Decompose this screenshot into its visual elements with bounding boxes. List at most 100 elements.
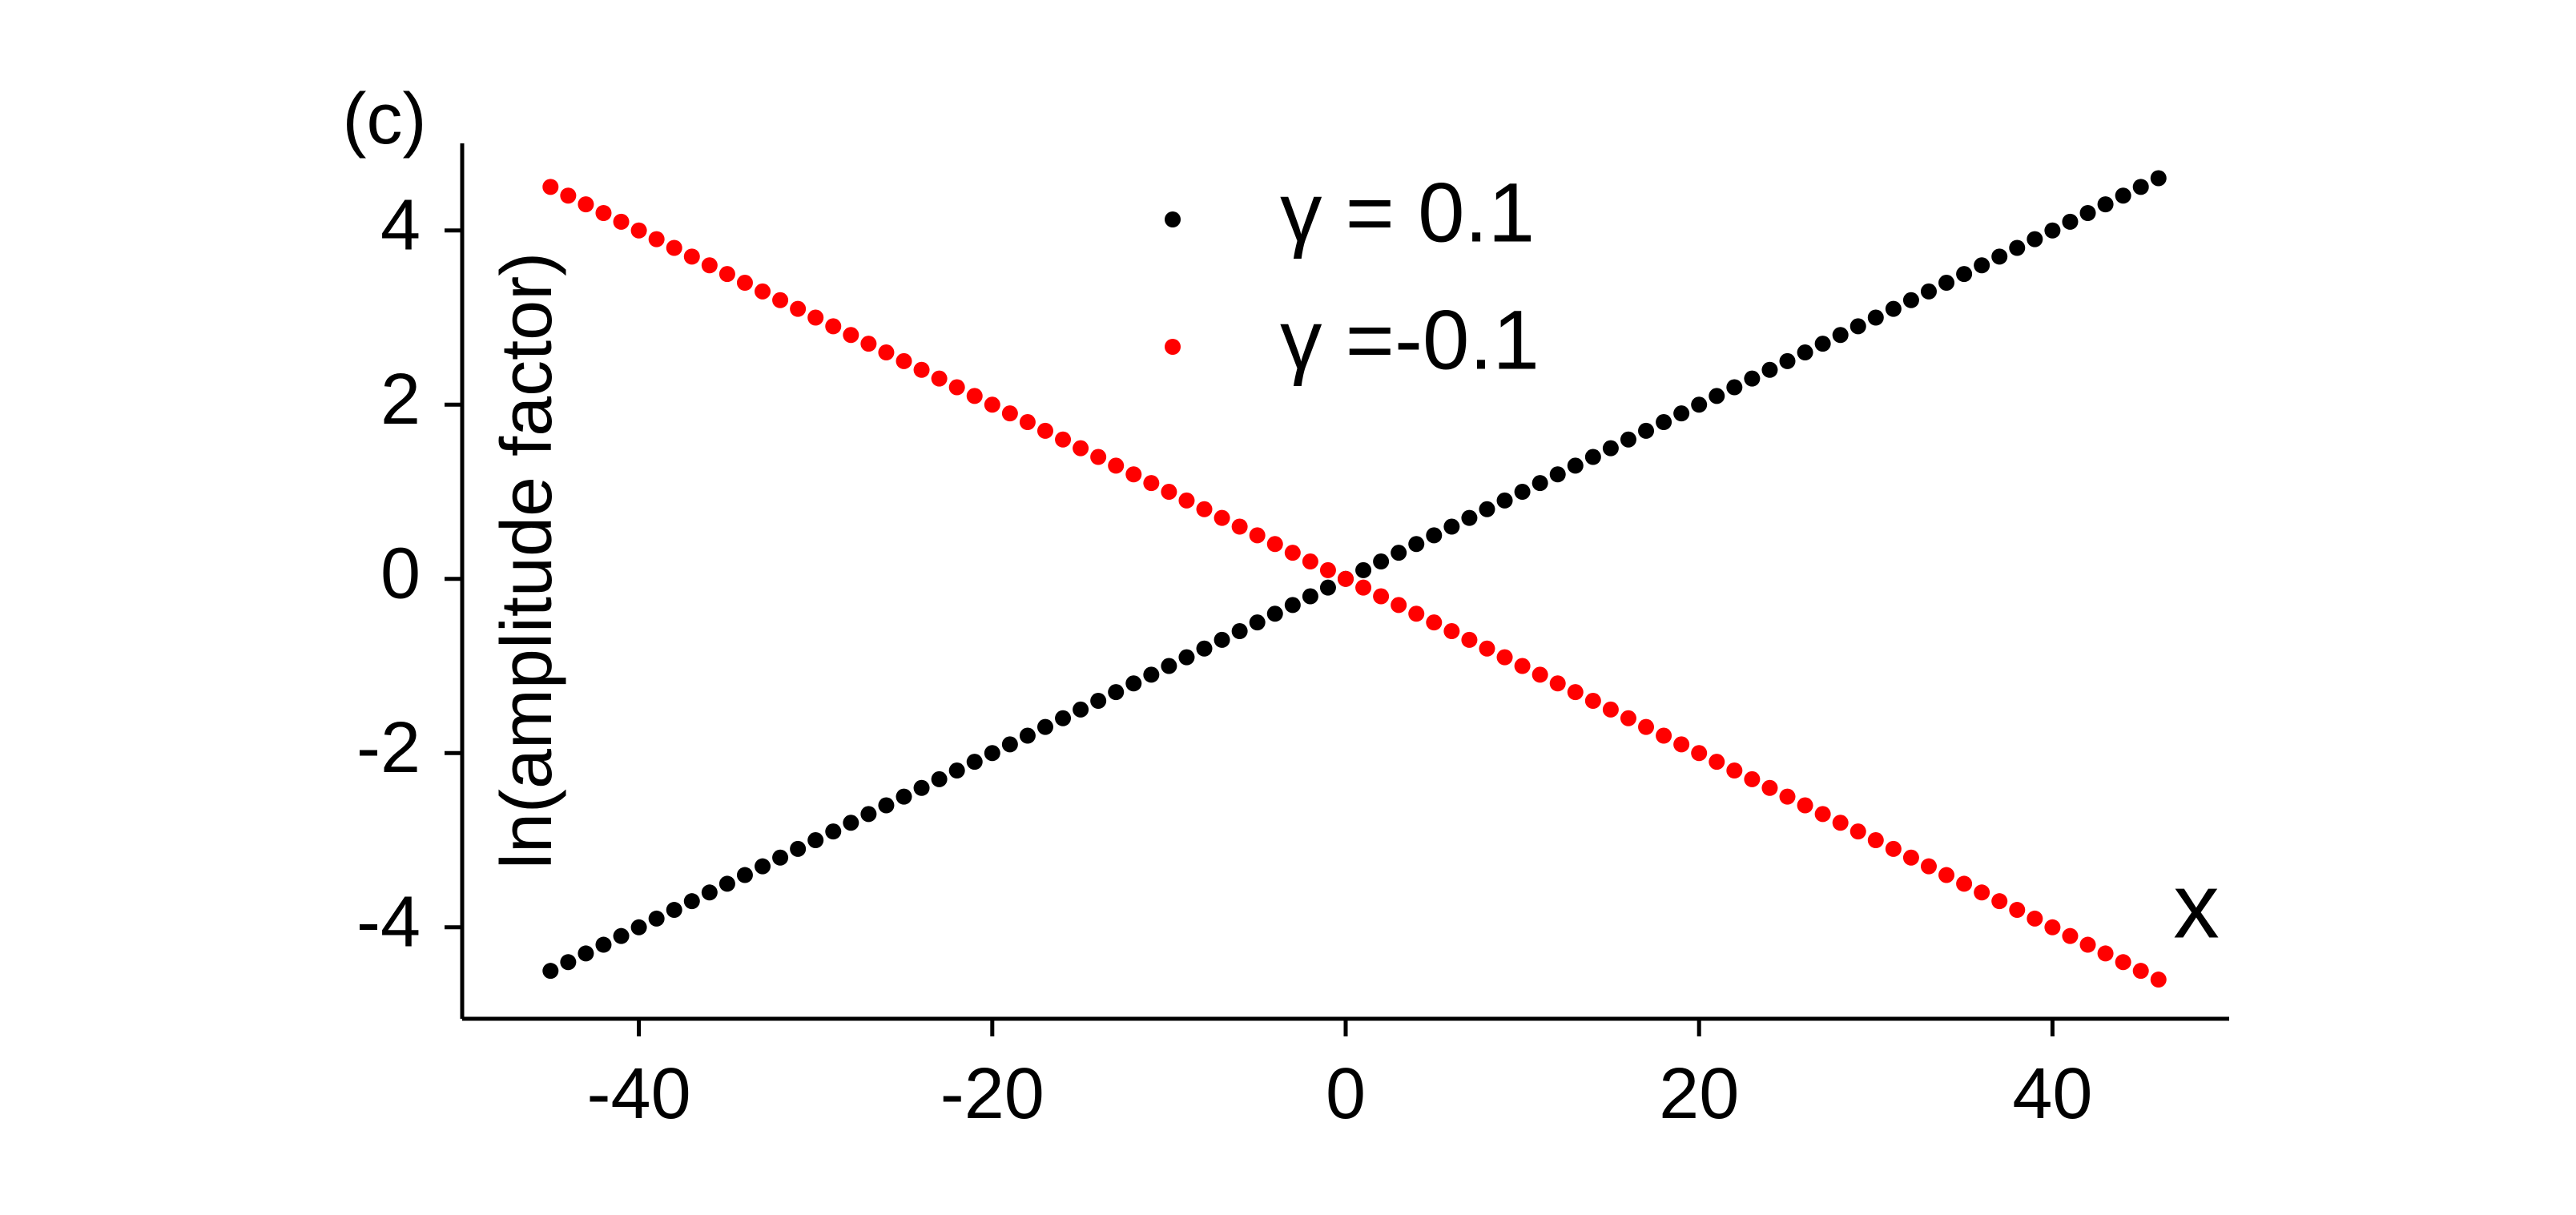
data-point [1090,693,1107,710]
data-point [1108,457,1125,474]
data-point [2132,963,2149,980]
data-point [1832,815,1849,831]
data-point [2044,222,2061,239]
data-point [2079,205,2096,222]
data-point [1178,649,1195,666]
data-point [1408,605,1425,622]
data-point [1196,640,1213,657]
data-point [913,779,930,796]
data-point [1161,658,1177,674]
x-axis-label: x [2173,855,2220,957]
data-point [2150,170,2167,187]
data-point [790,300,807,317]
data-point [878,344,895,361]
data-point [1638,422,1655,439]
x-tick-label: 0 [1326,1054,1366,1134]
data-point [1266,605,1283,622]
data-point [1726,379,1743,396]
data-point [755,283,771,300]
data-point [595,205,612,222]
data-point [2132,179,2149,195]
data-point [966,754,983,770]
data-point [1426,527,1443,544]
data-point [807,309,824,326]
data-point [1814,336,1831,352]
data-point [1196,501,1213,517]
data-point [1832,327,1849,344]
data-point [1567,684,1584,701]
data-point [1602,701,1619,718]
data-point [2009,902,2026,919]
data-point [1125,466,1142,483]
data-point [718,875,735,892]
data-point [772,292,789,308]
data-point [1319,579,1336,596]
data-point [613,213,630,230]
data-point [1373,588,1390,605]
data-point [1461,631,1478,648]
data-point [825,318,842,335]
data-point [1673,736,1690,753]
data-point [1161,484,1177,501]
data-point [860,336,877,352]
data-point [1974,884,1990,901]
legend-marker [1165,339,1181,355]
x-tick-label: -20 [940,1054,1044,1134]
data-point [1797,797,1813,814]
data-point [807,832,824,849]
data-point [984,396,1000,413]
data-point [1691,745,1708,762]
data-point [931,370,948,387]
data-point [1726,762,1743,779]
data-point [1355,579,1372,596]
data-point [1266,536,1283,553]
data-point [542,963,559,980]
data-point [843,327,859,344]
data-point [1479,501,1495,517]
data-point [1885,840,1902,857]
data-point [948,379,965,396]
data-point [613,927,630,944]
data-point [2097,196,2114,213]
data-point [1443,623,1460,640]
data-point [1302,588,1318,605]
legend-label: γ = 0.1 [1280,167,1535,260]
data-point [736,275,753,292]
data-point [1391,597,1407,614]
data-point [931,770,948,787]
data-point [1549,675,1566,692]
data-point [1249,614,1266,631]
data-point [1956,875,1973,892]
data-point [1019,727,1036,744]
data-point [1514,658,1531,674]
data-point [790,840,807,857]
data-point [1055,431,1072,448]
data-point [1761,779,1778,796]
data-point [843,815,859,831]
data-point [1620,431,1636,448]
data-point [2115,187,2131,204]
data-point [1284,597,1301,614]
data-point [2062,213,2079,230]
data-point [1143,475,1160,492]
data-point [1426,614,1443,631]
data-point [1797,344,1813,361]
data-point [1620,710,1636,726]
data-point [1532,475,1548,492]
data-point [984,745,1000,762]
data-point [2027,231,2043,247]
data-point [1938,275,1955,292]
data-point [648,910,665,927]
data-point [630,919,647,935]
data-point [755,858,771,875]
data-point [1849,318,1866,335]
legend-marker [1165,211,1181,227]
data-point [896,788,912,805]
data-point [1055,710,1072,726]
data-point [1867,309,1884,326]
data-point [1214,509,1230,526]
data-point [1567,457,1584,474]
data-point [1408,536,1425,553]
data-point [2062,927,2079,944]
